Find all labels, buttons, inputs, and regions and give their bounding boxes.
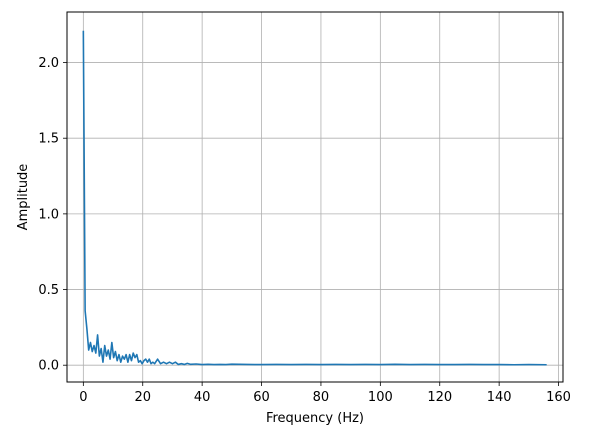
y-tick-label: 0.5 — [38, 283, 59, 298]
x-tick-label: 20 — [134, 390, 151, 405]
plot-frame — [66, 11, 564, 383]
y-tick-label: 0.0 — [38, 359, 59, 374]
series-line — [82, 30, 547, 366]
y-tick-label: 2.0 — [38, 56, 59, 71]
x-tick-label: 80 — [313, 390, 330, 405]
x-tick-label: 120 — [427, 390, 452, 405]
y-axis-label: Amplitude — [16, 164, 31, 231]
x-tick-label: 40 — [194, 390, 211, 405]
series-layer — [82, 30, 547, 366]
y-tick-label: 1.5 — [38, 132, 59, 147]
x-tick-label: 160 — [546, 390, 571, 405]
y-tick-label: 1.0 — [38, 207, 59, 222]
x-tick-label: 60 — [253, 390, 270, 405]
x-axis-ticks: 0 20 40 60 80 100 120 140 160 — [79, 382, 571, 405]
x-axis-label: Frequency (Hz) — [266, 411, 364, 426]
x-tick-label: 100 — [368, 390, 393, 405]
y-axis-ticks: 0.0 0.5 1.0 1.5 2.0 — [38, 56, 67, 374]
x-tick-label: 140 — [487, 390, 512, 405]
grid — [67, 12, 563, 382]
x-tick-label: 0 — [79, 390, 87, 405]
